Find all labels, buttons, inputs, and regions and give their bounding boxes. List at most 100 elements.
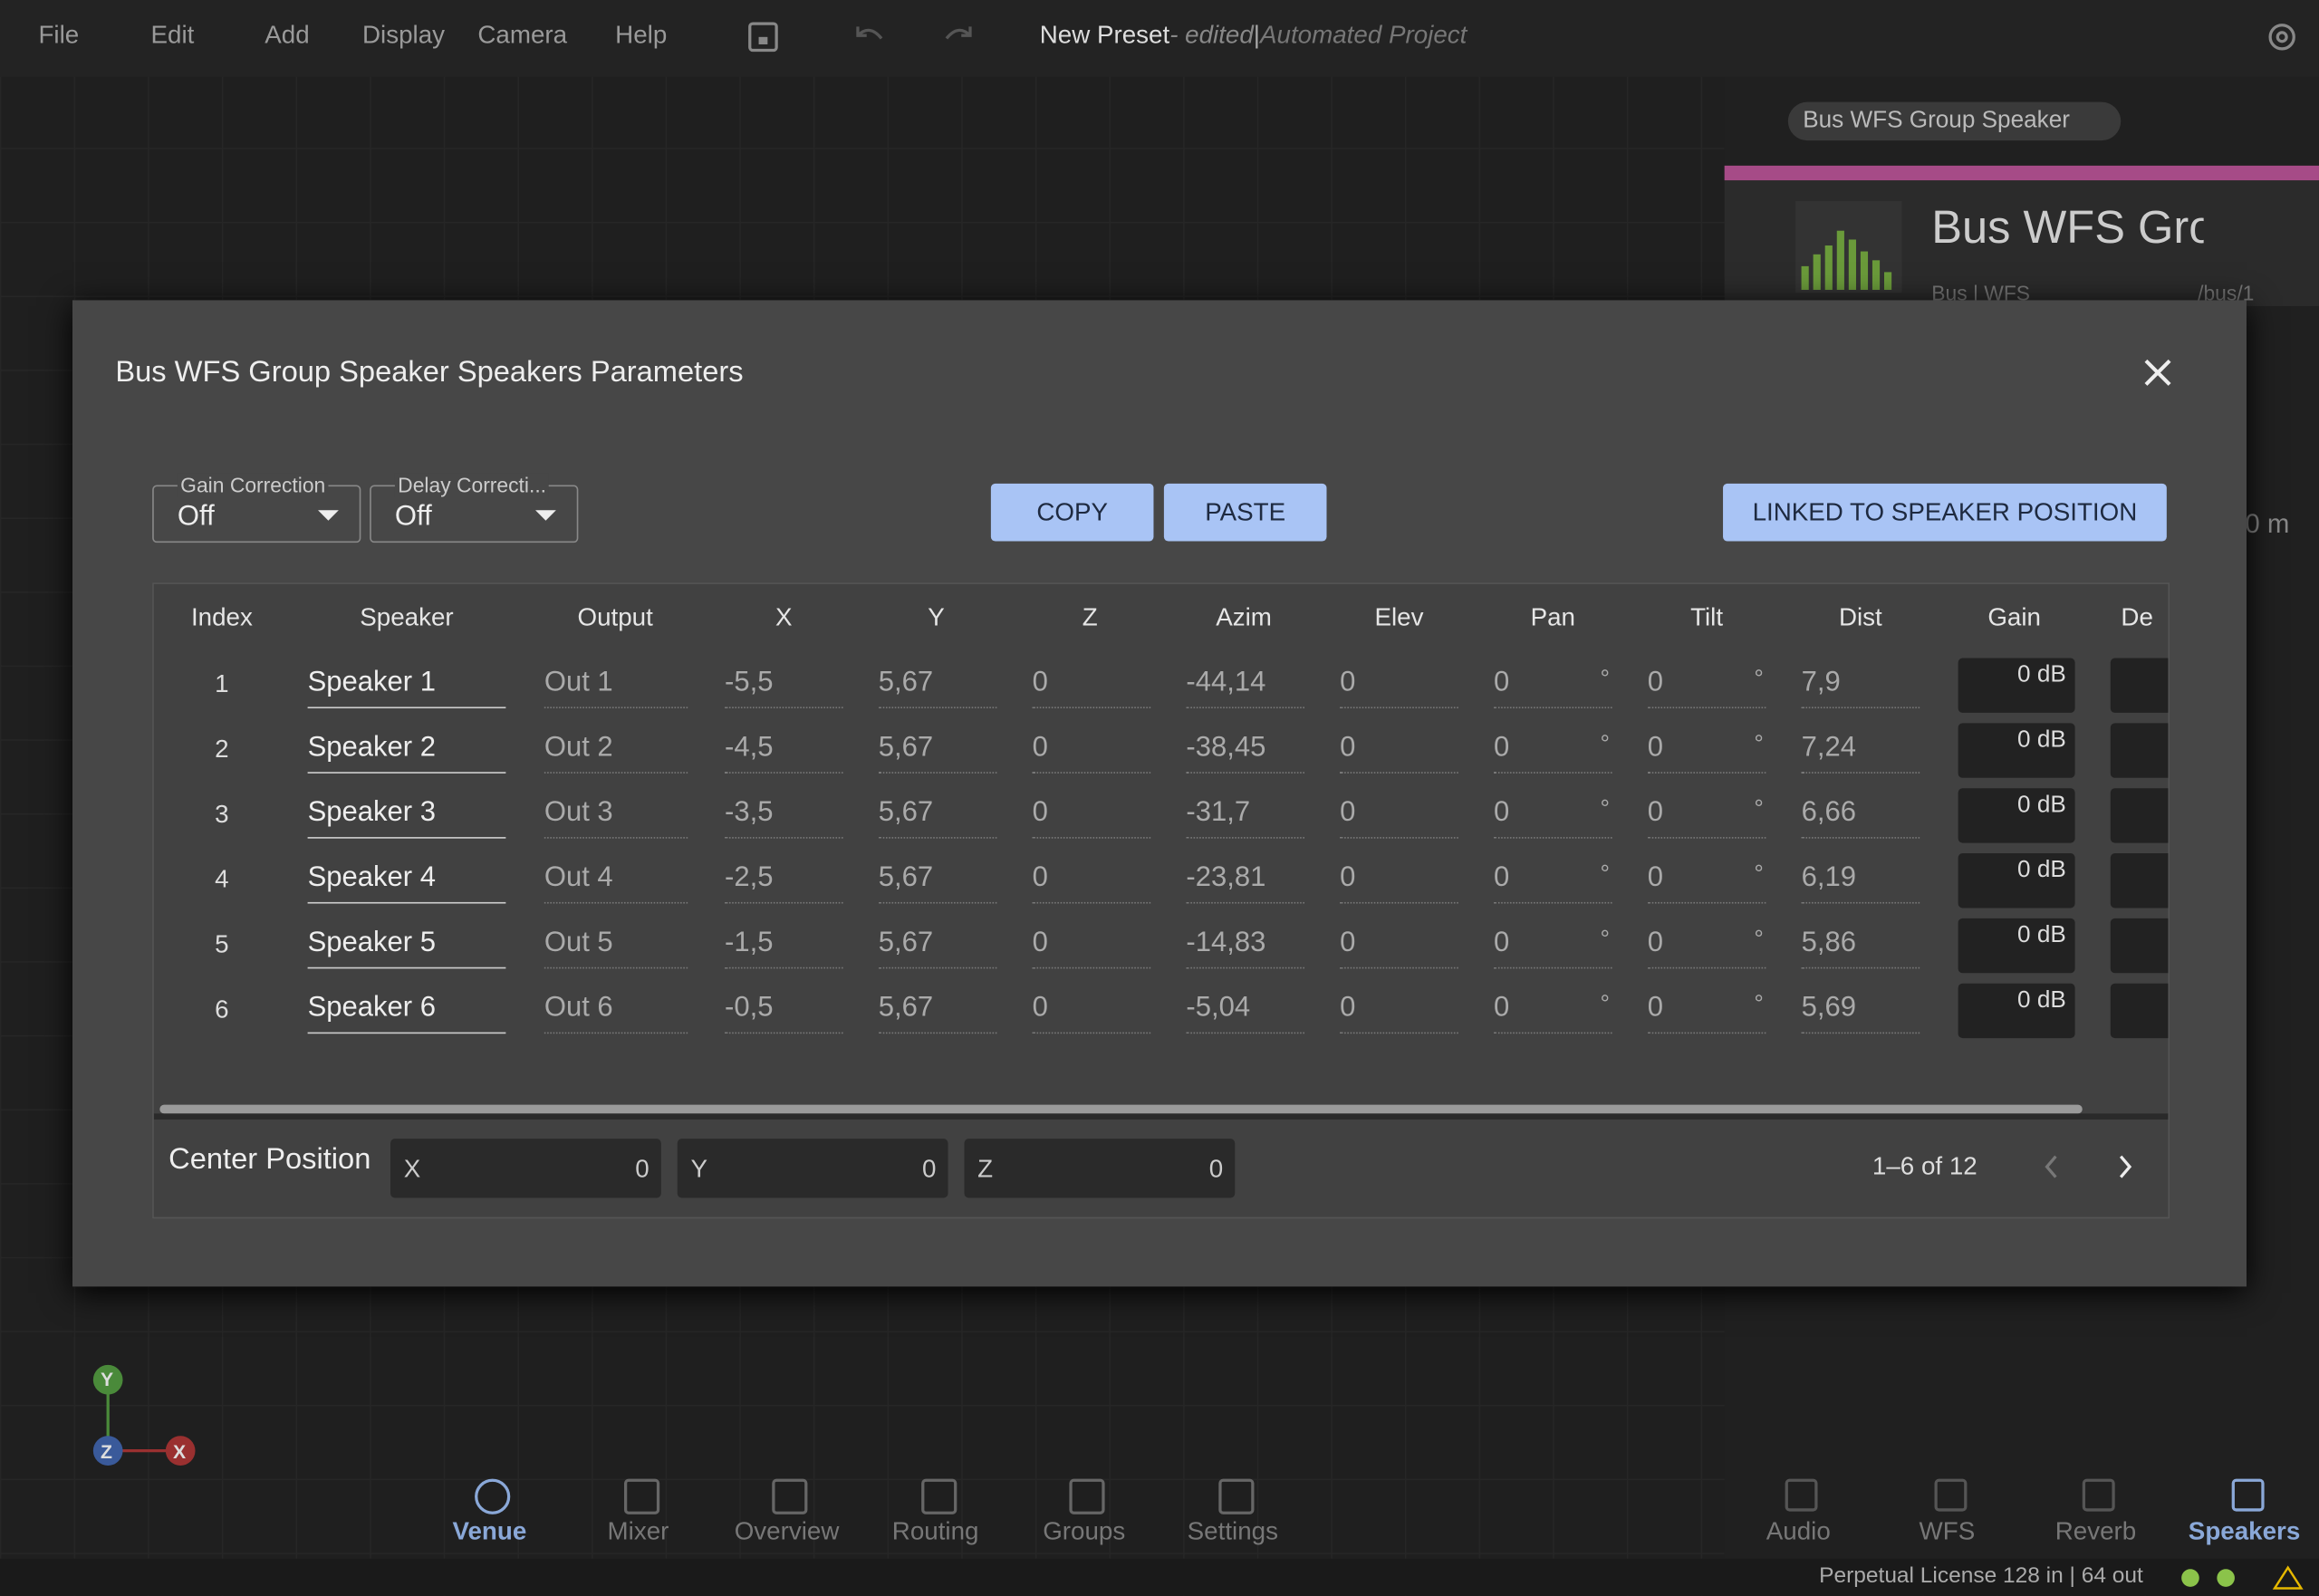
panel-tab[interactable]: Audio	[1766, 1517, 1831, 1546]
nav-tab[interactable]: Settings	[1187, 1517, 1278, 1546]
value-cell[interactable]: 0	[1032, 862, 1151, 904]
value-cell[interactable]: -5,04	[1186, 993, 1304, 1034]
value-cell[interactable]: 5,67	[878, 928, 997, 969]
license: Perpetual License 128 in | 64 out	[1819, 1562, 2143, 1589]
value-cell[interactable]: 7,9	[1801, 667, 1920, 709]
value-cell[interactable]: Out 1	[544, 667, 688, 709]
value-cell[interactable]: Out 5	[544, 928, 688, 969]
value-cell[interactable]: 0	[1647, 732, 1766, 774]
speaker-name[interactable]: Speaker 6	[307, 993, 506, 1034]
menu-item[interactable]: Edit	[150, 20, 195, 49]
value-cell[interactable]: 0	[1340, 993, 1458, 1034]
value-cell[interactable]: 0	[1032, 993, 1151, 1034]
value-cell[interactable]: 5,67	[878, 732, 997, 774]
menu-item[interactable]: File	[38, 20, 80, 49]
settings-icon[interactable]	[2263, 18, 2301, 56]
nav-tab[interactable]: Venue	[452, 1517, 527, 1546]
nav-tab[interactable]: Mixer	[607, 1517, 669, 1546]
value-cell[interactable]: Out 2	[544, 732, 688, 774]
value-cell[interactable]: 0	[1340, 732, 1458, 774]
linked-button[interactable]: LINKED TO SPEAKER POSITION	[1723, 483, 2167, 542]
value-cell[interactable]: 0	[1647, 667, 1766, 709]
value-cell[interactable]: -31,7	[1186, 797, 1304, 839]
close-button[interactable]	[2141, 356, 2174, 389]
panel-tab[interactable]: Reverb	[2054, 1517, 2137, 1546]
value-cell[interactable]: Out 6	[544, 993, 688, 1034]
value-cell[interactable]: 0	[1340, 797, 1458, 839]
panel-tab[interactable]: Speakers	[2188, 1517, 2301, 1546]
value-cell[interactable]: -3,5	[724, 797, 843, 839]
gain-field[interactable]: 0 dB	[1958, 983, 2075, 1039]
value-cell[interactable]: 5,67	[878, 993, 997, 1034]
menu-item[interactable]: Help	[615, 20, 668, 49]
value-cell[interactable]: 5,67	[878, 797, 997, 839]
gain-field[interactable]: 0 dB	[1958, 723, 2075, 778]
value-cell[interactable]: 0	[1340, 667, 1458, 709]
value-cell[interactable]: 0	[1493, 797, 1612, 839]
next-page[interactable]	[2115, 1152, 2136, 1182]
save-icon[interactable]	[746, 19, 781, 54]
value-cell[interactable]: 5,67	[878, 667, 997, 709]
tag[interactable]: Bus WFS Group Speaker	[1787, 101, 2121, 141]
scrollbar[interactable]	[159, 1104, 2083, 1114]
gain-field[interactable]: 0 dB	[1958, 853, 2075, 909]
speaker-name[interactable]: Speaker 1	[307, 667, 506, 709]
value-cell[interactable]: 0	[1032, 797, 1151, 839]
speaker-name[interactable]: Speaker 4	[307, 862, 506, 904]
value-cell[interactable]: Out 4	[544, 862, 688, 904]
value-cell[interactable]: 0	[1340, 862, 1458, 904]
value-cell[interactable]: 5,67	[878, 862, 997, 904]
value-cell[interactable]: 0	[1493, 667, 1612, 709]
value-cell[interactable]: 7,24	[1801, 732, 1920, 774]
gain-field[interactable]: 0 dB	[1958, 788, 2075, 843]
value-cell[interactable]: 0	[1647, 797, 1766, 839]
value-cell[interactable]: -4,5	[724, 732, 843, 774]
value-cell[interactable]: 0	[1647, 993, 1766, 1034]
redo-icon[interactable]	[940, 21, 976, 51]
value-cell[interactable]: 0	[1340, 928, 1458, 969]
speaker-name[interactable]: Speaker 5	[307, 928, 506, 969]
value-cell[interactable]: 0	[1493, 732, 1612, 774]
value-cell[interactable]: 5,69	[1801, 993, 1920, 1034]
value-cell[interactable]: -38,45	[1186, 732, 1304, 774]
delay-correction-select[interactable]: Delay Correcti... Off	[370, 473, 579, 543]
value-cell[interactable]: -23,81	[1186, 862, 1304, 904]
value-cell[interactable]: 6,19	[1801, 862, 1920, 904]
value-cell[interactable]: Out 3	[544, 797, 688, 839]
menu-item[interactable]: Camera	[477, 20, 568, 49]
value-cell[interactable]: 0	[1647, 862, 1766, 904]
value-cell[interactable]: -2,5	[724, 862, 843, 904]
speaker-name[interactable]: Speaker 3	[307, 797, 506, 839]
gain-correction-select[interactable]: Gain Correction Off	[152, 473, 361, 543]
speaker-name[interactable]: Speaker 2	[307, 732, 506, 774]
value-cell[interactable]: -5,5	[724, 667, 843, 709]
value-cell[interactable]: 0	[1493, 862, 1612, 904]
menu-item[interactable]: Add	[265, 20, 310, 49]
menu-item[interactable]: Display	[361, 20, 446, 49]
undo-icon[interactable]	[852, 21, 887, 51]
paste-button[interactable]: PASTE	[1163, 483, 1327, 542]
value-cell[interactable]: 5,86	[1801, 928, 1920, 969]
gain-field[interactable]: 0 dB	[1958, 658, 2075, 713]
value-cell[interactable]: 0	[1647, 928, 1766, 969]
gain-field[interactable]: 0 dB	[1958, 918, 2075, 974]
copy-button[interactable]: COPY	[990, 483, 1154, 542]
nav-tab[interactable]: Groups	[1043, 1517, 1126, 1546]
value-cell[interactable]: 0	[1493, 993, 1612, 1034]
panel-tab[interactable]: WFS	[1919, 1517, 1976, 1546]
value-cell[interactable]: 0	[1032, 667, 1151, 709]
value-cell[interactable]: 0	[1493, 928, 1612, 969]
nav-tab[interactable]: Routing	[891, 1517, 979, 1546]
value-cell[interactable]: -44,14	[1186, 667, 1304, 709]
value-cell[interactable]: -0,5	[724, 993, 843, 1034]
value-cell[interactable]: 0	[1032, 732, 1151, 774]
nav-tab[interactable]: Overview	[734, 1517, 840, 1546]
value-cell[interactable]: 0	[1032, 928, 1151, 969]
value-cell[interactable]: 6,66	[1801, 797, 1920, 839]
prev-page[interactable]	[2041, 1152, 2062, 1182]
value-cell[interactable]: -1,5	[724, 928, 843, 969]
value-cell[interactable]: -14,83	[1186, 928, 1304, 969]
